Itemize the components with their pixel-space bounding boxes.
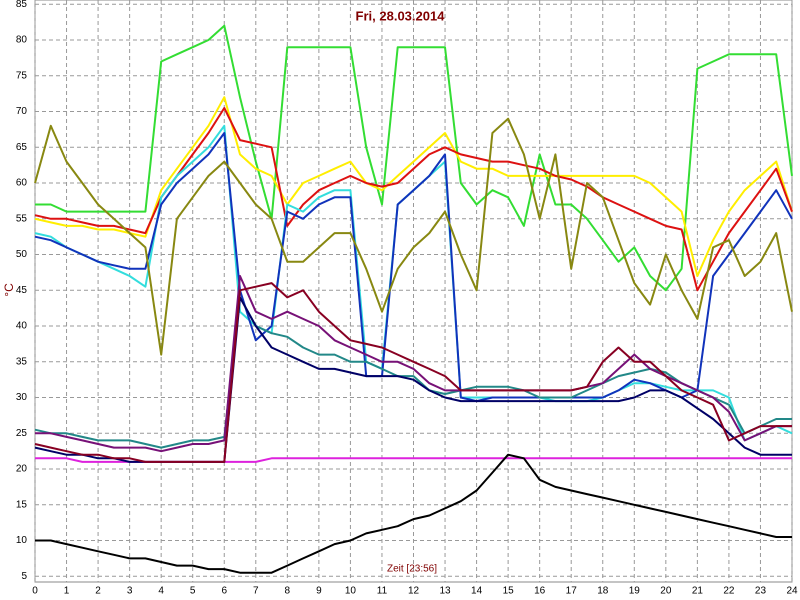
x-tick-label: 16 <box>534 586 546 597</box>
y-tick-label: 35 <box>16 356 28 367</box>
y-tick-label: 75 <box>16 70 28 81</box>
x-tick-label: 15 <box>503 586 515 597</box>
y-tick-label: 85 <box>16 0 28 10</box>
y-tick-label: 45 <box>16 285 28 296</box>
x-tick-label: 1 <box>64 586 70 597</box>
y-tick-label: 70 <box>16 106 28 117</box>
x-tick-label: 19 <box>629 586 641 597</box>
y-tick-label: 65 <box>16 142 28 153</box>
y-tick-label: 60 <box>16 178 28 189</box>
series-line <box>34 117 793 356</box>
x-tick-label: 17 <box>566 586 578 597</box>
x-tick-label: 18 <box>597 586 609 597</box>
x-tick-label: 24 <box>786 586 798 597</box>
x-tick-label: 22 <box>723 586 735 597</box>
x-axis-label: Zeit [23:56] <box>387 564 437 575</box>
x-tick-label: 3 <box>127 586 133 597</box>
y-tick-label: 55 <box>16 213 28 224</box>
y-tick-label: 20 <box>16 464 28 475</box>
x-tick-label: 2 <box>95 586 101 597</box>
series-line <box>34 282 792 463</box>
y-tick-label: 80 <box>16 35 28 46</box>
x-tick-label: 5 <box>190 586 196 597</box>
series-line <box>35 453 792 574</box>
x-tick-label: 7 <box>253 586 259 597</box>
x-tick-label: 11 <box>377 586 388 597</box>
x-tick-label: 21 <box>692 586 704 597</box>
y-tick-label: 40 <box>16 321 28 332</box>
y-tick-label: 10 <box>16 535 28 546</box>
x-tick-label: 4 <box>158 586 164 597</box>
x-tick-label: 20 <box>660 586 672 597</box>
y-tick-label: 15 <box>16 499 28 510</box>
y-tick-label: 25 <box>16 428 28 439</box>
x-tick-label: 6 <box>221 586 227 597</box>
x-tick-label: 8 <box>285 586 291 597</box>
x-tick-label: 13 <box>439 586 451 597</box>
chart-title: Fri, 28.03.2014 <box>356 8 446 23</box>
x-tick-label: 23 <box>755 586 767 597</box>
series-line <box>34 296 792 449</box>
x-tick-label: 9 <box>316 586 322 597</box>
y-axis-label: °C <box>2 283 16 297</box>
y-tick-label: 30 <box>16 392 28 403</box>
x-tick-label: 0 <box>32 586 38 597</box>
x-tick-label: 12 <box>408 586 420 597</box>
series-line <box>34 96 793 277</box>
y-tick-label: 50 <box>16 249 28 260</box>
y-tick-label: 5 <box>21 571 27 582</box>
x-tick-label: 10 <box>345 586 357 597</box>
series-line <box>35 24 793 292</box>
x-tick-label: 14 <box>471 586 483 597</box>
